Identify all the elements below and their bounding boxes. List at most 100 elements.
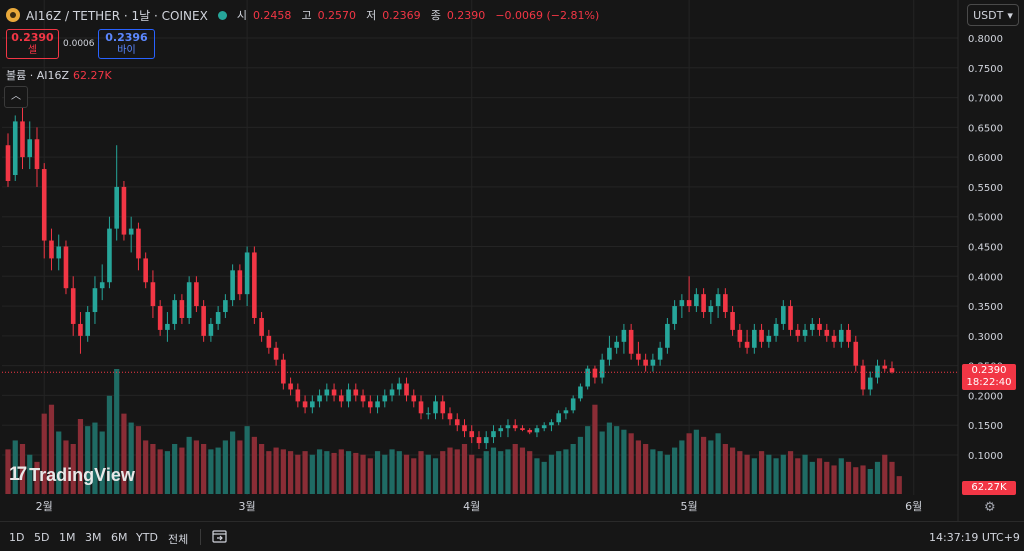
volume-bar bbox=[664, 454, 670, 494]
candle bbox=[447, 407, 453, 426]
tradingview-watermark[interactable]: 17 TradingView bbox=[9, 464, 135, 486]
volume-bar bbox=[302, 451, 308, 494]
candle bbox=[172, 294, 177, 330]
gear-icon[interactable]: ⚙ bbox=[984, 500, 996, 515]
currency-selector[interactable]: USDT ▾ bbox=[967, 4, 1019, 26]
timezone-clock[interactable]: 14:37:19 UTC+9 bbox=[929, 531, 1020, 544]
watermark-text: TradingView bbox=[29, 464, 135, 485]
volume-legend[interactable]: 볼륨 · AI16Z 62.27K bbox=[6, 67, 112, 83]
open-label: 시 bbox=[236, 9, 247, 22]
candle bbox=[70, 276, 76, 336]
price-tick-label: 0.3500 bbox=[968, 302, 1003, 313]
volume-bar bbox=[729, 447, 736, 494]
volume-bar bbox=[12, 440, 18, 494]
candle bbox=[527, 428, 533, 435]
candle bbox=[78, 312, 83, 354]
volume-bar bbox=[411, 458, 417, 494]
volume-bar bbox=[273, 447, 279, 494]
volume-bar bbox=[324, 451, 330, 494]
volume-bar bbox=[657, 451, 663, 494]
price-tick-label: 0.6000 bbox=[968, 153, 1003, 164]
volume-bar bbox=[259, 444, 265, 494]
candle bbox=[512, 419, 518, 432]
volume-bar bbox=[708, 440, 714, 494]
candle bbox=[150, 270, 156, 318]
volume-bar bbox=[563, 449, 569, 494]
candle bbox=[469, 425, 475, 444]
range-1m-button[interactable]: 1M bbox=[59, 531, 76, 544]
volume-bar bbox=[128, 422, 134, 494]
volume-bar bbox=[498, 451, 504, 494]
volume-bar bbox=[440, 451, 446, 494]
candle bbox=[136, 222, 141, 271]
candle bbox=[694, 288, 699, 313]
currency-label: USDT bbox=[973, 8, 1004, 22]
range-3m-button[interactable]: 3M bbox=[85, 531, 102, 544]
candle bbox=[157, 300, 163, 336]
candle bbox=[56, 234, 62, 271]
candle bbox=[701, 288, 706, 318]
candle bbox=[433, 395, 438, 420]
candle bbox=[592, 365, 598, 384]
volume-bar bbox=[396, 451, 402, 494]
volume-bar bbox=[483, 451, 489, 494]
candle bbox=[628, 323, 634, 360]
volume-bar bbox=[701, 436, 707, 494]
candle bbox=[223, 294, 228, 318]
candle bbox=[462, 419, 467, 438]
range-ytd-button[interactable]: YTD bbox=[136, 531, 158, 544]
volume-bar bbox=[773, 458, 779, 494]
sell-button[interactable]: 0.2390 셀 bbox=[6, 29, 59, 59]
volume-bar bbox=[41, 413, 47, 494]
range-6m-button[interactable]: 6M bbox=[111, 531, 128, 544]
candle bbox=[802, 323, 808, 342]
volume-bar bbox=[27, 454, 33, 494]
candle bbox=[367, 395, 373, 414]
buy-button[interactable]: 0.2396 바이 bbox=[98, 29, 155, 59]
volume-bar bbox=[135, 426, 142, 494]
candle bbox=[621, 323, 627, 354]
low-value: 0.2369 bbox=[382, 8, 421, 22]
price-tick-label: 0.7000 bbox=[968, 94, 1003, 105]
volume-bar bbox=[650, 449, 656, 494]
candle bbox=[766, 329, 772, 348]
candle bbox=[491, 425, 496, 444]
candle bbox=[107, 216, 112, 289]
volume-bar bbox=[280, 449, 286, 494]
volume-bar bbox=[403, 454, 410, 494]
time-tick-label: 4월 bbox=[463, 500, 480, 513]
candle bbox=[411, 389, 417, 408]
symbol-title[interactable]: AI16Z / TETHER · 1날 · COINEX bbox=[26, 8, 208, 23]
volume-bar bbox=[679, 440, 685, 494]
price-tick-label: 0.5500 bbox=[968, 183, 1003, 194]
candle bbox=[636, 341, 641, 366]
range-5d-button[interactable]: 5D bbox=[34, 531, 50, 544]
range-1d-button[interactable]: 1D bbox=[9, 531, 25, 544]
range-all-button[interactable]: 전체 bbox=[168, 533, 189, 546]
volume-bar bbox=[316, 449, 323, 494]
volume-bar bbox=[556, 451, 562, 494]
goto-date-icon[interactable] bbox=[211, 528, 229, 544]
volume-bar bbox=[193, 440, 199, 494]
candle bbox=[331, 383, 337, 402]
candle bbox=[273, 341, 279, 366]
volume-bar bbox=[585, 426, 591, 494]
volume-bar bbox=[157, 449, 163, 494]
candle bbox=[230, 264, 235, 307]
price-tick-label: 0.4500 bbox=[968, 243, 1003, 254]
volume-bar bbox=[809, 461, 815, 494]
volume-bar bbox=[389, 449, 395, 494]
collapse-legend-button[interactable]: ︿ bbox=[4, 86, 28, 108]
price-chart[interactable]: 0.8000 0.7500 0.7000 0.6500 0.6000 0.5500 0.50… bbox=[0, 0, 1024, 521]
candle bbox=[549, 419, 554, 432]
candle bbox=[657, 341, 663, 366]
spread-value: 0.0006 bbox=[63, 39, 95, 49]
candle bbox=[737, 323, 743, 348]
candle bbox=[121, 180, 127, 241]
candle bbox=[570, 395, 576, 414]
chevron-down-icon: ▾ bbox=[1007, 8, 1013, 22]
price-axis[interactable]: 0.8000 0.7500 0.7000 0.6500 0.6000 0.5500 0.50… bbox=[957, 0, 1003, 521]
time-axis[interactable]: 2월 3월 4월 5월 6월 bbox=[36, 500, 923, 513]
volume-bar bbox=[85, 426, 91, 494]
candle bbox=[382, 389, 388, 408]
